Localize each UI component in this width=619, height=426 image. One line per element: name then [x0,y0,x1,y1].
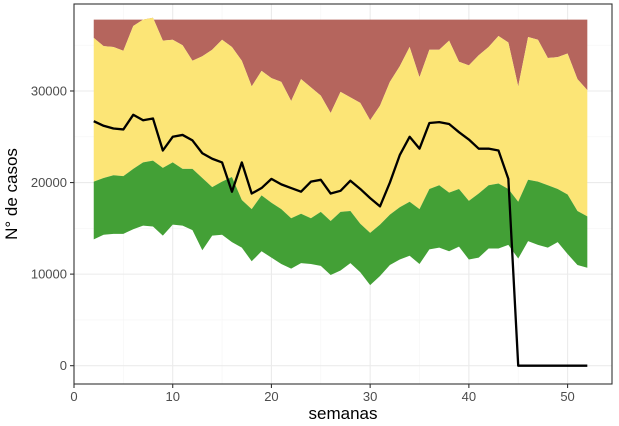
x-axis-ticks: 0 10 20 30 40 50 [70,384,575,404]
x-tick-label: 50 [560,389,574,404]
x-tick-label: 0 [70,389,77,404]
panel-border [73,3,613,385]
threshold-bands [93,17,588,286]
x-tick-label: 20 [264,389,278,404]
cases-line [93,113,588,367]
y-tick-label: 0 [60,358,67,373]
y-tick-label: 20000 [31,175,67,190]
green-band-area [93,160,588,286]
case-line-layer [93,113,588,367]
x-tick-label: 30 [363,389,377,404]
x-axis-title: semanas [309,404,378,423]
y-tick-label: 30000 [31,83,67,98]
yellow-band-area [93,17,588,233]
x-tick-label: 40 [462,389,476,404]
y-tick-label: 10000 [31,267,67,282]
y-axis-ticks: 0 10000 20000 30000 [31,83,74,373]
y-axis-title: N° de casos [2,148,21,240]
x-tick-label: 10 [165,389,179,404]
red-band-area [93,17,588,121]
